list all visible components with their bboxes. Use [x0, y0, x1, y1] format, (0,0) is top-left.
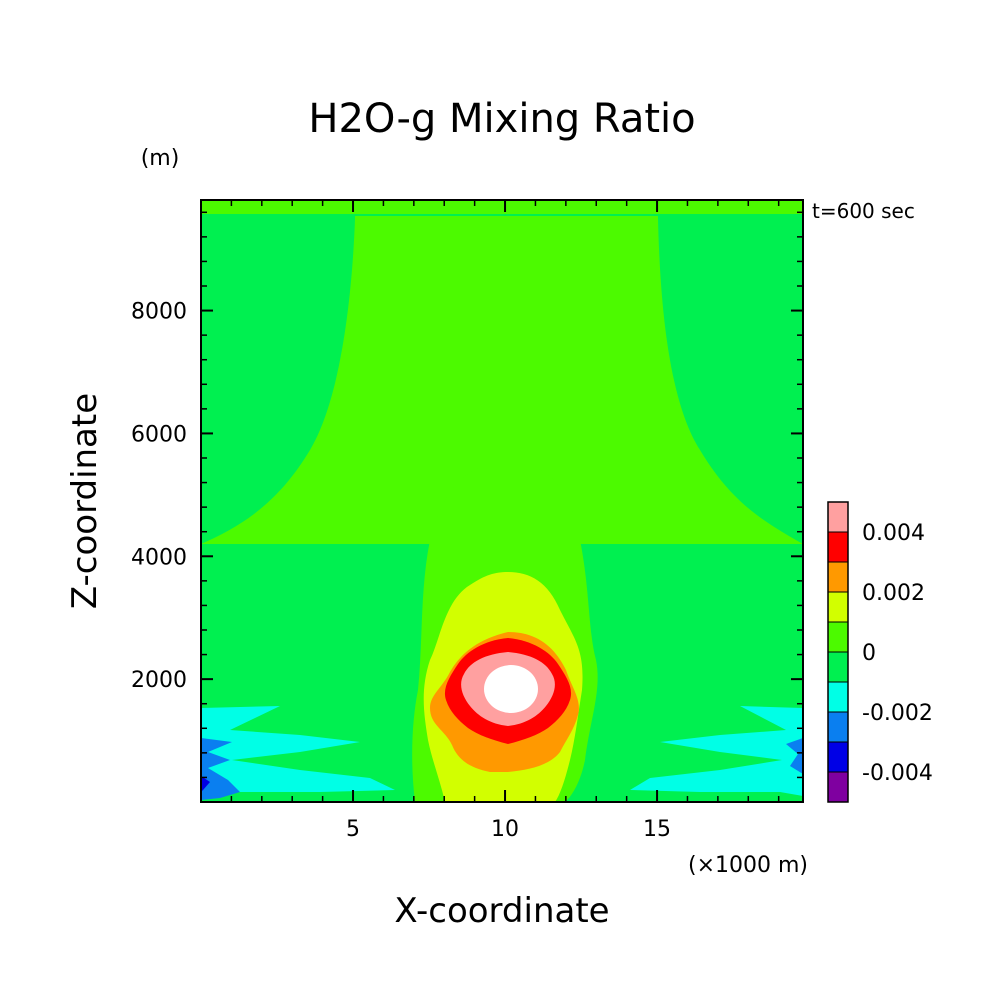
colorbar-swatch	[827, 771, 849, 803]
colorbar-frame	[827, 501, 849, 803]
contour-plot	[200, 199, 804, 803]
chart-title: H2O-g Mixing Ratio	[308, 96, 695, 142]
x-tick-label: 10	[491, 817, 519, 842]
colorbar-tick-label: -0.002	[862, 701, 933, 726]
colorbar-swatch	[827, 711, 849, 743]
colorbar-tick-label: 0.004	[862, 521, 925, 546]
y-unit-label: (m)	[141, 146, 180, 171]
y-axis-label: Z-coordinate	[65, 393, 105, 609]
colorbar-swatch	[827, 591, 849, 623]
colorbar: 0.004 0.002 0 -0.002 -0.004	[827, 501, 933, 803]
colorbar-tick-label: 0	[862, 641, 876, 666]
x-tick-label: 15	[643, 817, 671, 842]
y-tick-label: 4000	[131, 545, 187, 570]
x-minor-ticks	[230, 200, 780, 802]
y-tick-label: 2000	[131, 668, 187, 693]
x-unit-label: (×1000 m)	[688, 853, 808, 878]
x-tick-label: 5	[346, 817, 360, 842]
y-tick-label: 6000	[131, 422, 187, 447]
y-tick-label: 8000	[131, 300, 187, 325]
colorbar-swatch	[827, 621, 849, 653]
contour-left-cyan	[201, 706, 395, 796]
contour-left-blue	[201, 738, 240, 800]
contour-level-above-0.005	[484, 665, 538, 713]
y-ticks: 2000 4000 6000 8000	[131, 300, 803, 693]
colorbar-tick-label: -0.004	[862, 761, 933, 786]
colorbar-swatch	[827, 561, 849, 593]
contour-level-0-to-0.001-top-strip	[201, 200, 803, 214]
colorbar-swatch	[827, 681, 849, 713]
plot-frame	[200, 199, 804, 803]
y-minor-ticks	[201, 211, 803, 779]
time-label: t=600 sec	[812, 199, 915, 223]
colorbar-swatch	[827, 651, 849, 683]
colorbar-tick-label: 0.002	[862, 581, 925, 606]
contour-left-darkblue	[201, 776, 210, 792]
colorbar-swatch	[827, 531, 849, 563]
contour-right-blue	[786, 738, 803, 774]
contour-right-cyan	[630, 706, 803, 796]
colorbar-swatch	[827, 501, 849, 533]
colorbar-swatch	[827, 741, 849, 773]
x-axis-label: X-coordinate	[394, 891, 609, 931]
x-ticks: 5 10 15	[346, 200, 671, 842]
contour-level-minus0.001-to-0	[201, 200, 803, 802]
